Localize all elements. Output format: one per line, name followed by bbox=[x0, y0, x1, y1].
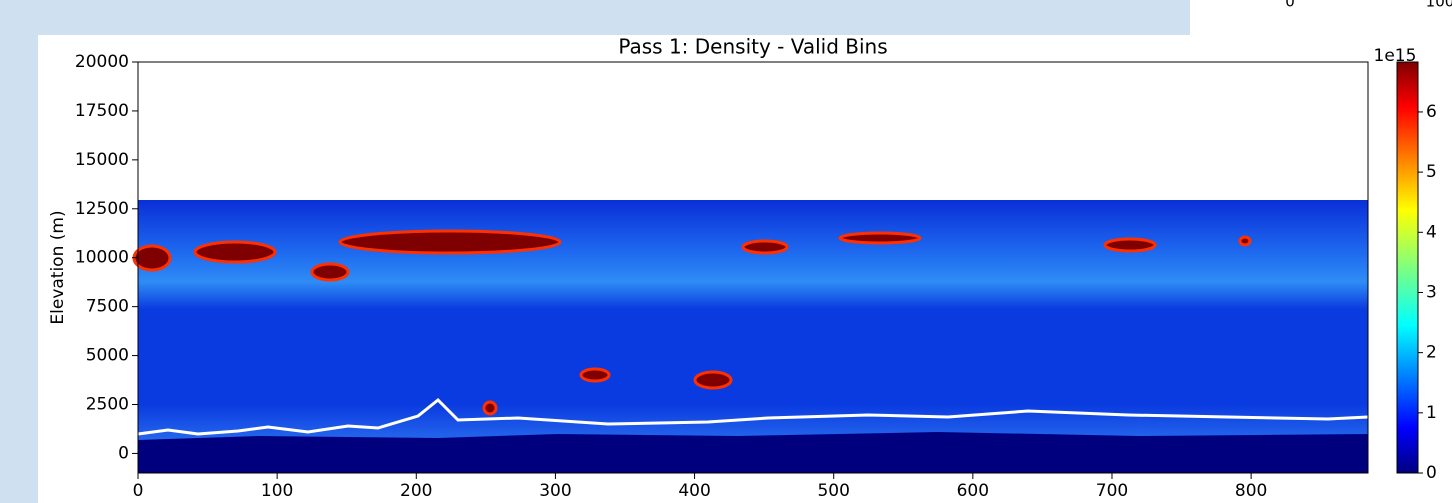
ground-line bbox=[137, 397, 1452, 436]
x-tick-label: 0 bbox=[133, 481, 144, 501]
window-band bbox=[0, 0, 1190, 35]
cloud-core bbox=[741, 239, 789, 255]
axes-frame bbox=[137, 61, 1369, 474]
ground-mask bbox=[138, 432, 1368, 473]
colorbar-tick-label: 6 bbox=[1426, 102, 1437, 122]
x-tick-label: 600 bbox=[957, 481, 989, 501]
colorbar-tick-label: 100 bbox=[1426, 0, 1452, 11]
cloud-core bbox=[579, 367, 611, 383]
partial-colorbar: 0 100 bbox=[1285, 0, 1452, 11]
cloud-core bbox=[838, 231, 922, 245]
cloud-core bbox=[338, 229, 562, 255]
y-tick-label: 15000 bbox=[75, 150, 129, 170]
x-tick-label: 300 bbox=[539, 481, 571, 501]
cloud-core bbox=[310, 262, 350, 282]
window-band bbox=[0, 0, 38, 503]
colorbar-tick-label: 5 bbox=[1426, 162, 1437, 182]
colorbar-tick-label: 4 bbox=[1426, 222, 1437, 242]
y-tick-label: 5000 bbox=[86, 346, 129, 366]
y-tick-label: 17500 bbox=[75, 101, 129, 121]
colorbar-tick-label: 0 bbox=[1285, 0, 1295, 11]
y-tick-label: 10000 bbox=[75, 248, 129, 268]
colorbar-offset: 1e15 bbox=[1374, 46, 1417, 66]
y-tick-label: 2500 bbox=[86, 395, 129, 415]
y-axis-label: Elevation (m) bbox=[48, 210, 68, 324]
cloud-core bbox=[193, 240, 277, 264]
x-tick-label: 200 bbox=[400, 481, 432, 501]
y-tick-label: 12500 bbox=[75, 199, 129, 219]
y-tick-label: 0 bbox=[118, 443, 129, 463]
cloud-core bbox=[693, 370, 733, 390]
x-tick-label: 500 bbox=[817, 481, 849, 501]
colorbar bbox=[1396, 61, 1419, 474]
x-tick-label: 700 bbox=[1096, 481, 1128, 501]
y-tick-label: 20000 bbox=[75, 52, 129, 72]
heatmap-chart: Pass 1: Density - Valid Bins Elevation (m… bbox=[48, 35, 1452, 501]
cloud-core bbox=[1103, 237, 1157, 253]
x-tick-label: 100 bbox=[261, 481, 293, 501]
colorbar-tick-label: 1 bbox=[1426, 403, 1437, 423]
colorbar-tick-label: 2 bbox=[1426, 343, 1437, 363]
chart-title: Pass 1: Density - Valid Bins bbox=[618, 35, 887, 59]
x-tick-label: 800 bbox=[1235, 481, 1267, 501]
cloud-core bbox=[132, 244, 172, 272]
cloud-core bbox=[482, 400, 498, 416]
colorbar-tick-label: 3 bbox=[1426, 282, 1437, 302]
colorbar-tick-label: 0 bbox=[1426, 463, 1437, 483]
x-tick-label: 400 bbox=[678, 481, 710, 501]
y-tick-label: 7500 bbox=[86, 297, 129, 317]
cloud-core bbox=[1238, 235, 1252, 247]
